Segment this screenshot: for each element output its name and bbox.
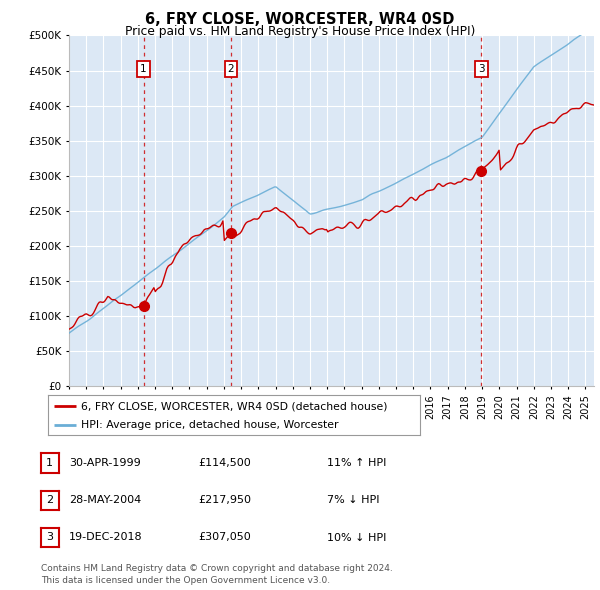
Text: 1: 1 — [46, 458, 53, 468]
Text: 1: 1 — [140, 64, 147, 74]
Text: 3: 3 — [478, 64, 485, 74]
Text: 11% ↑ HPI: 11% ↑ HPI — [327, 458, 386, 468]
Text: HPI: Average price, detached house, Worcester: HPI: Average price, detached house, Worc… — [82, 419, 339, 430]
Text: 10% ↓ HPI: 10% ↓ HPI — [327, 533, 386, 542]
Text: 2: 2 — [227, 64, 234, 74]
Text: £217,950: £217,950 — [198, 496, 251, 505]
Text: 6, FRY CLOSE, WORCESTER, WR4 0SD: 6, FRY CLOSE, WORCESTER, WR4 0SD — [145, 12, 455, 27]
Text: £307,050: £307,050 — [198, 533, 251, 542]
Text: Price paid vs. HM Land Registry's House Price Index (HPI): Price paid vs. HM Land Registry's House … — [125, 25, 475, 38]
Text: 3: 3 — [46, 533, 53, 542]
Text: 7% ↓ HPI: 7% ↓ HPI — [327, 496, 380, 505]
Text: 30-APR-1999: 30-APR-1999 — [69, 458, 141, 468]
Text: Contains HM Land Registry data © Crown copyright and database right 2024.
This d: Contains HM Land Registry data © Crown c… — [41, 565, 392, 585]
Text: 6, FRY CLOSE, WORCESTER, WR4 0SD (detached house): 6, FRY CLOSE, WORCESTER, WR4 0SD (detach… — [82, 401, 388, 411]
Text: £114,500: £114,500 — [198, 458, 251, 468]
Text: 2: 2 — [46, 496, 53, 505]
Text: 19-DEC-2018: 19-DEC-2018 — [69, 533, 143, 542]
Text: 28-MAY-2004: 28-MAY-2004 — [69, 496, 141, 505]
